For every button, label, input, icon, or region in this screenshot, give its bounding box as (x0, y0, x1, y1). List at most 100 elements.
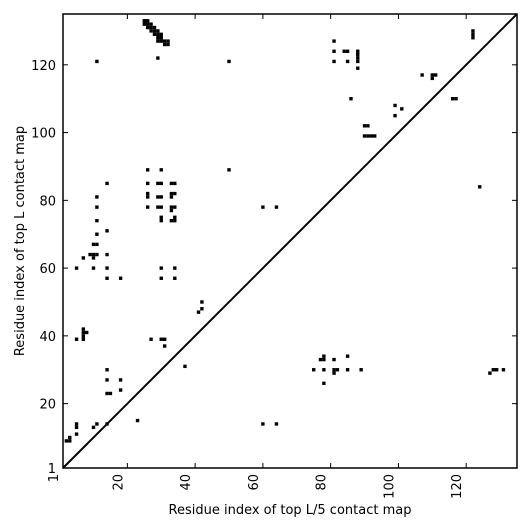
contact-point-top-l (362, 134, 367, 138)
contact-point-top-l (471, 36, 475, 40)
contact-point-top-l (332, 59, 336, 64)
contact-point-top-l (81, 337, 86, 341)
contact-point-top-l (345, 59, 350, 64)
contact-point-top-l (261, 205, 265, 209)
contact-point-top-l (173, 215, 177, 219)
contact-point-top-l (373, 134, 377, 138)
contact-point-top-l (74, 425, 79, 430)
contact-point-top-l (135, 418, 140, 423)
contact-point-top-l (146, 19, 150, 23)
contact-point-top-l (356, 59, 360, 64)
contact-point-top-l (159, 215, 163, 219)
contact-point-top-l5 (322, 357, 326, 362)
y-tick-label: 40 (39, 330, 56, 345)
contact-point-top-l (105, 266, 109, 270)
contact-point-top-l5 (345, 354, 350, 358)
contact-point-top-l (162, 337, 167, 341)
contact-point-top-l (105, 181, 109, 186)
x-axis-label: Residue index of top L/5 contact map (169, 503, 412, 518)
contact-point-top-l (146, 168, 150, 172)
contact-point-top-l (356, 52, 360, 57)
contact-point-top-l5 (322, 354, 326, 358)
contact-point-top-l (159, 276, 163, 280)
contact-point-top-l (105, 276, 109, 280)
x-tick-label: 20 (111, 474, 126, 491)
contact-point-top-l (159, 205, 163, 209)
contact-point-top-l (156, 39, 160, 43)
contact-point-top-l (162, 42, 167, 47)
x-axis-ticks: 1 20 40 60 80 100 120 (47, 14, 467, 499)
contact-point-top-l (345, 49, 350, 53)
contact-point-top-l (91, 256, 96, 260)
contact-point-top-l (159, 39, 163, 43)
y-tick-label: 100 (31, 127, 56, 142)
contact-point-top-l (142, 22, 147, 26)
contact-point-top-l5 (312, 368, 316, 372)
y-tick-label: 20 (39, 398, 56, 413)
y-tick-label: 60 (39, 262, 56, 277)
contact-point-top-l (156, 181, 160, 186)
contact-point-top-l (146, 25, 150, 30)
contact-point-top-l (227, 59, 231, 64)
contact-point-top-l (169, 181, 174, 186)
y-tick-label: 120 (31, 59, 56, 74)
contact-point-top-l (356, 49, 360, 53)
contact-point-top-l (91, 266, 96, 270)
contact-point-top-l (274, 422, 279, 426)
contact-point-top-l (91, 242, 96, 247)
contact-point-top-l (149, 337, 153, 341)
contact-point-top-l (95, 59, 99, 64)
contact-point-top-l (95, 422, 99, 426)
contact-point-top-l (142, 19, 147, 23)
contact-point-top-l (156, 205, 160, 209)
contact-point-top-l (68, 439, 72, 443)
contact-point-top-l (261, 422, 265, 426)
x-tick-label: 40 (179, 474, 194, 491)
contact-point-top-l (332, 39, 336, 43)
contact-point-top-l (118, 388, 123, 392)
contact-point-top-l5 (345, 368, 350, 372)
contact-point-top-l (200, 307, 204, 311)
contact-point-top-l (95, 252, 99, 257)
contact-point-top-l (118, 276, 123, 280)
contact-point-top-l (74, 422, 79, 426)
contact-point-top-l (95, 232, 99, 236)
contact-point-top-l (105, 252, 109, 257)
contact-point-top-l (149, 22, 153, 26)
contact-point-top-l (366, 124, 370, 128)
contact-point-top-l (196, 310, 201, 314)
contact-point-top-l (156, 29, 160, 33)
contact-point-top-l (74, 337, 79, 341)
contact-point-top-l (64, 439, 69, 443)
contact-point-top-l (74, 432, 79, 436)
contact-point-top-l5 (335, 368, 340, 372)
contact-point-top-l (159, 181, 163, 186)
contact-point-top-l5 (359, 368, 363, 372)
contact-point-top-l (227, 168, 231, 172)
contact-point-top-l (105, 368, 109, 372)
y-axis-label: Residue index of top L contact map (13, 126, 28, 356)
contact-point-top-l (88, 252, 92, 257)
contact-point-top-l (146, 22, 150, 26)
contact-point-top-l5 (488, 371, 492, 375)
contact-point-top-l (95, 242, 99, 247)
contact-point-top-l (173, 218, 177, 223)
contact-point-top-l (169, 205, 174, 209)
contact-point-top-l (91, 425, 96, 430)
x-tick-label: 120 (450, 474, 465, 499)
contact-point-top-l5 (322, 381, 326, 385)
contact-point-top-l (146, 195, 150, 199)
contact-point-top-l (173, 266, 177, 270)
y-tick-label: 1 (48, 462, 56, 477)
contact-point-top-l (356, 66, 360, 70)
contact-point-top-l (183, 364, 187, 369)
contact-point-top-l (420, 73, 424, 77)
contact-point-top-l (81, 334, 86, 338)
contact-point-top-l (393, 113, 397, 118)
contact-point-top-l5 (332, 368, 336, 372)
contact-point-top-l (162, 344, 167, 348)
contact-point-top-l (156, 32, 160, 37)
contact-point-top-l5 (494, 368, 499, 372)
contact-point-top-l (162, 39, 167, 43)
